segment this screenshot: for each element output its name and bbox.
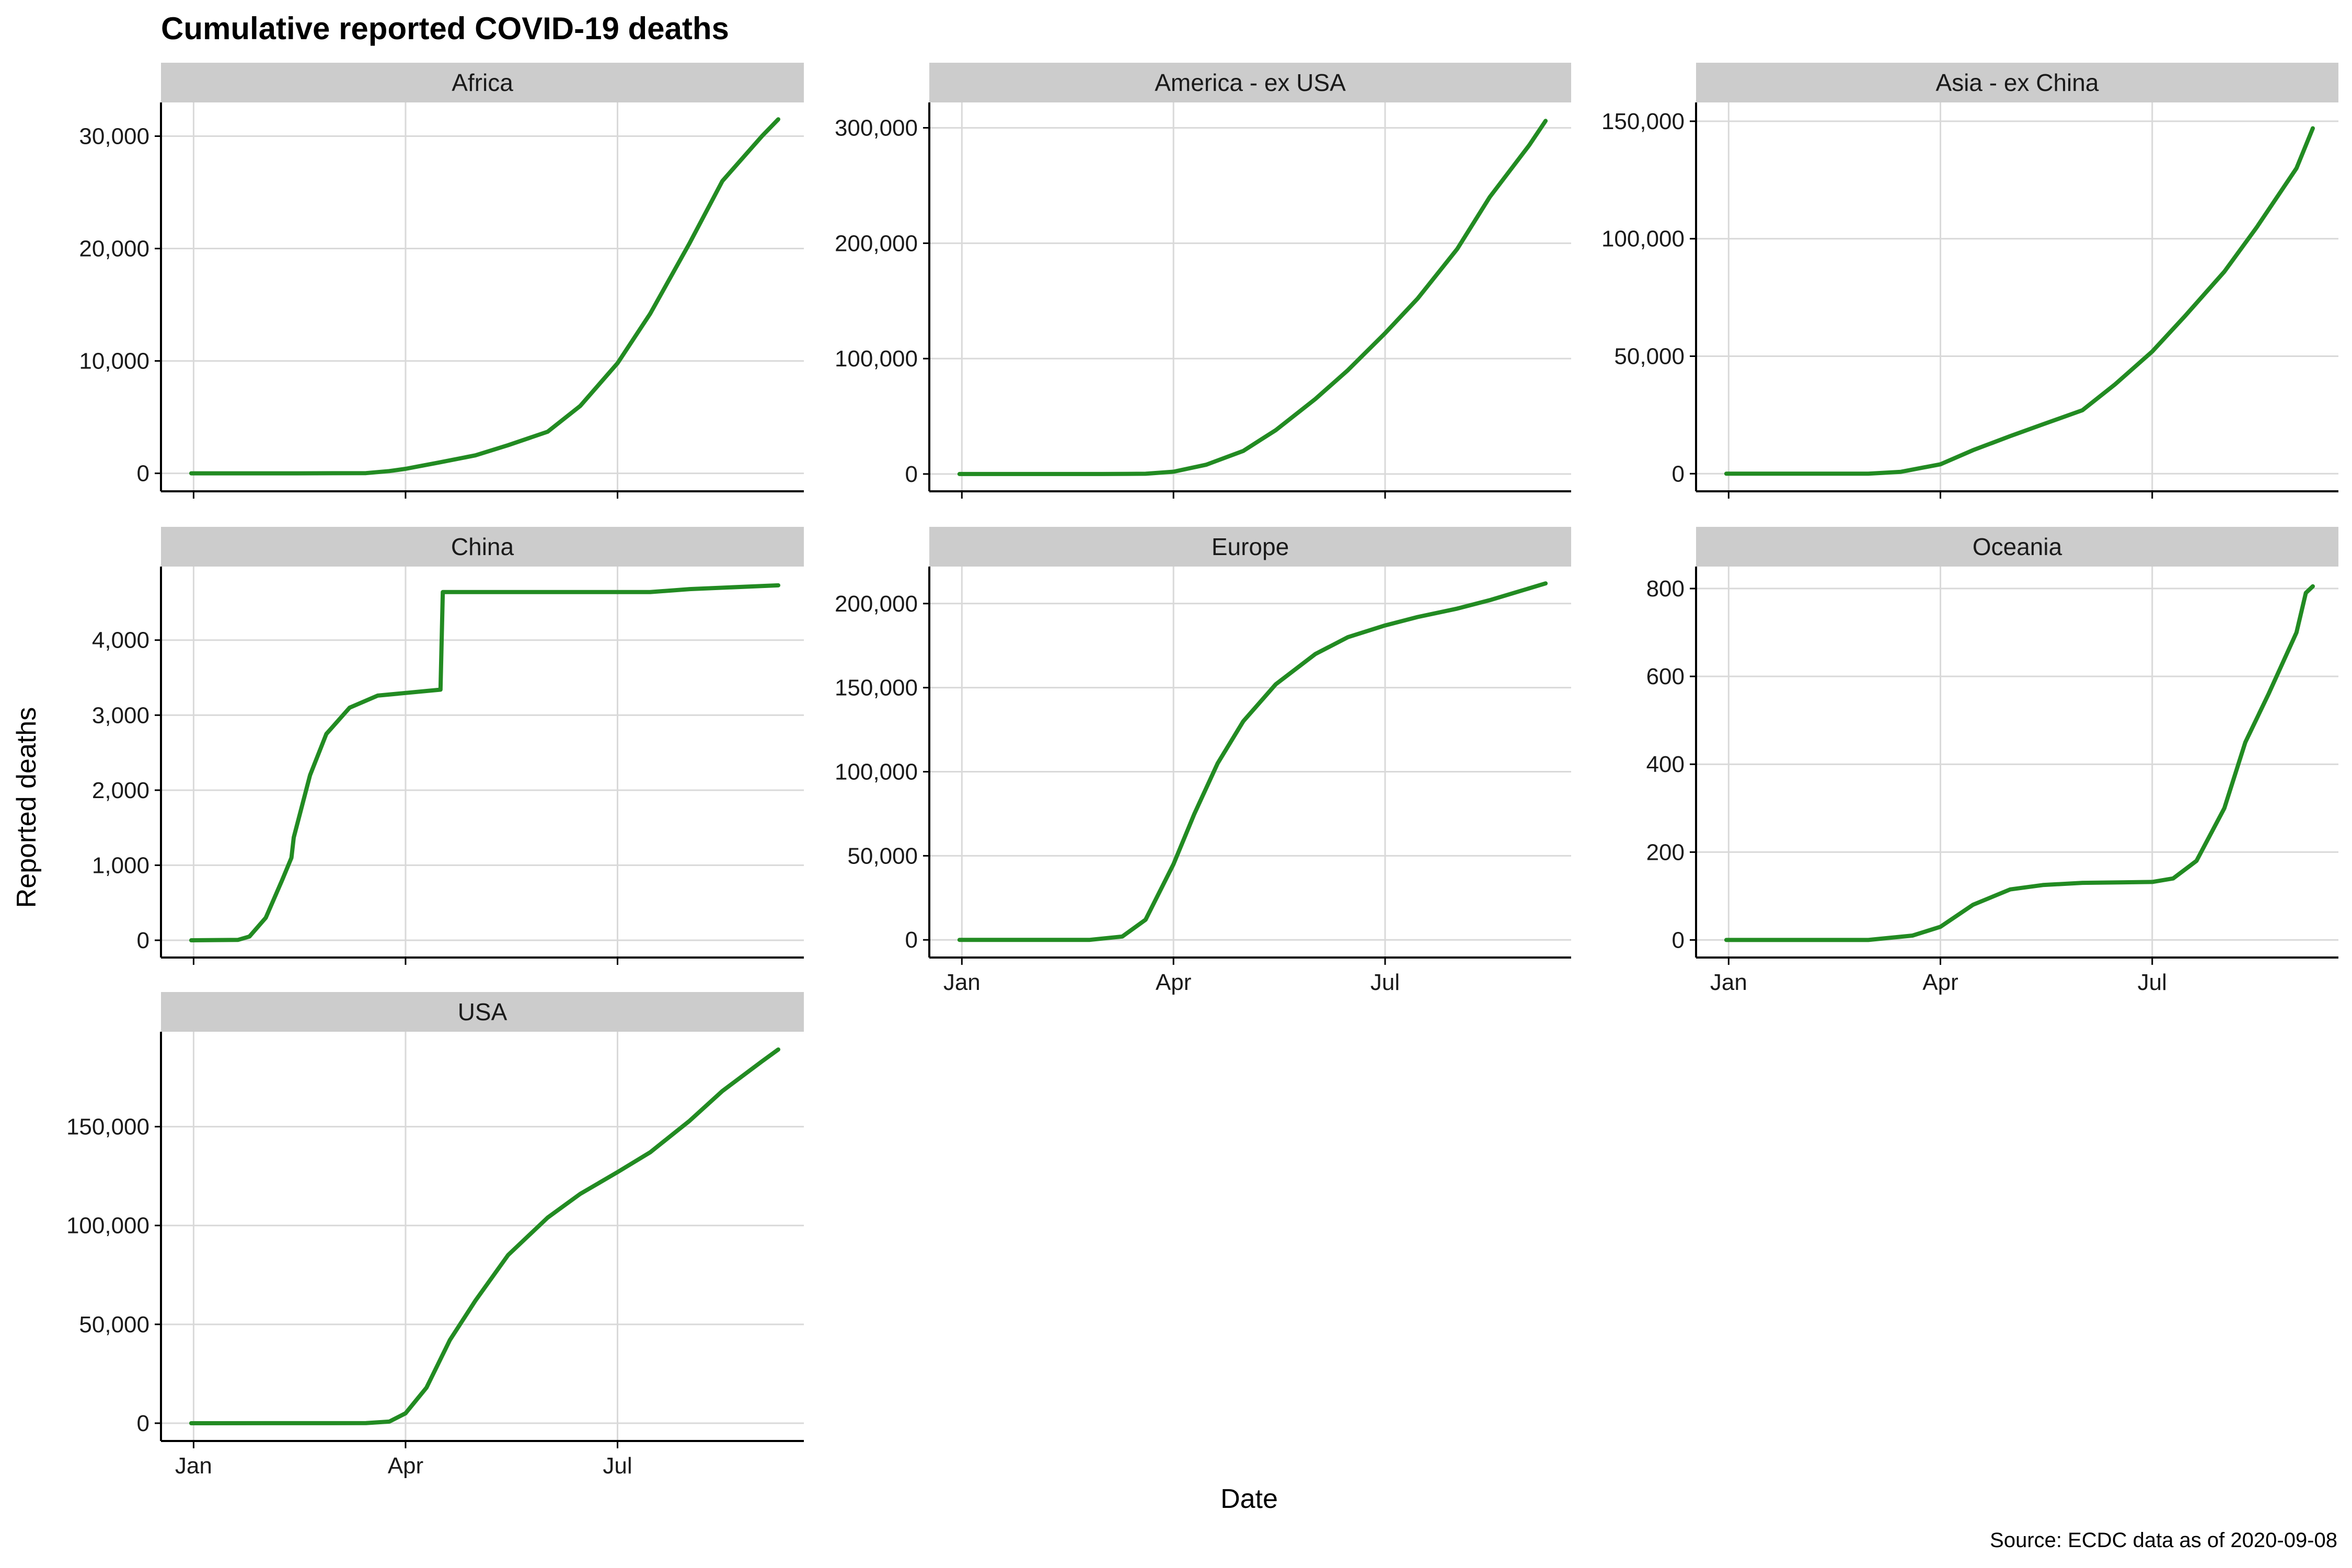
x-axis-title: Date [1220,1484,1278,1514]
panel-asia-ex-china: Asia - ex China 0 50,000 100,000 150,000 [1601,63,2338,499]
series-line-america-ex-usa [957,119,1548,476]
y-tick-label: 300,000 [835,116,918,141]
y-tick-label: 0 [137,1411,149,1436]
series-line-usa [189,1047,780,1425]
facet-strip-label: Africa [452,69,513,96]
y-tick-label: 0 [1672,927,1685,953]
y-tick-label: 20,000 [79,236,149,262]
facet-strip [929,527,1571,567]
facet-strip-label: Oceania [1973,533,2062,560]
panel-usa: USA 0 50,000 100,000 150,000 Jan Apr Jul [66,992,804,1479]
y-tick-label: 30,000 [79,124,149,149]
y-tick-label: 3,000 [92,702,149,728]
y-tick-label: 100,000 [66,1213,149,1239]
series-line-china [189,583,780,942]
y-tick-label: 1,000 [92,852,149,878]
y-tick-label: 600 [1646,664,1685,689]
series-line-africa [189,117,780,476]
y-tick-label: 100,000 [1601,226,1685,252]
facet-strip-label: China [451,533,514,560]
x-tick-label: Jul [603,1453,632,1479]
facet-panels: Africa 0 10,000 20,000 30,000 America - ex US… [66,63,2338,1479]
y-axis-title: Reported deaths [11,707,42,908]
x-tick-label: Jan [943,970,981,995]
panel-america-ex-usa: America - ex USA 0 100,000 200,000 300,000 [835,63,1571,499]
panel-china: China 0 1,000 2,000 3,000 4,000 [92,527,804,965]
facet-strip-label: Asia - ex China [1936,69,2099,96]
x-tick-label: Apr [388,1453,423,1479]
y-tick-label: 150,000 [66,1114,149,1140]
y-tick-label: 10,000 [79,349,149,374]
y-tick-label: 4,000 [92,628,149,653]
y-tick-label: 0 [137,928,149,953]
y-tick-label: 50,000 [847,843,918,869]
series-line-oceania [1724,584,2315,942]
panel-oceania: Oceania 0 200 400 600 800 Jan Apr Jul [1646,527,2338,995]
y-tick-label: 200 [1646,839,1685,865]
y-tick-label: 2,000 [92,778,149,803]
chart-title: Cumulative reported COVID-19 deaths [161,11,729,46]
facet-strip [1696,63,2338,102]
x-tick-label: Apr [1922,970,1958,995]
facet-strip [161,63,804,102]
x-tick-label: Jul [1370,970,1400,995]
series-line-europe [957,581,1548,942]
panel-africa: Africa 0 10,000 20,000 30,000 [79,63,804,499]
facet-strip [161,992,804,1032]
y-tick-label: 100,000 [835,759,918,785]
panel-europe: Europe 0 50,000 100,000 150,000 200,000 Jan Apr… [835,527,1571,995]
x-tick-label: Jul [2138,970,2167,995]
y-tick-label: 150,000 [1601,109,1685,134]
source-caption: Source: ECDC data as of 2020-09-08 [1990,1529,2337,1552]
x-tick-label: Jan [175,1453,212,1479]
facet-strip [929,63,1571,102]
y-tick-label: 0 [137,461,149,487]
y-tick-label: 50,000 [1614,344,1685,370]
y-tick-label: 100,000 [835,346,918,372]
y-tick-label: 200,000 [835,230,918,256]
y-tick-label: 200,000 [835,591,918,617]
x-tick-label: Jan [1710,970,1747,995]
facet-strip-label: America - ex USA [1155,69,1346,96]
y-tick-label: 400 [1646,752,1685,777]
x-tick-label: Apr [1156,970,1191,995]
y-tick-label: 0 [905,462,918,487]
y-tick-label: 0 [905,927,918,953]
y-tick-label: 0 [1672,461,1685,487]
y-tick-label: 50,000 [79,1312,149,1338]
facet-strip [161,527,804,567]
facet-strip-label: Europe [1212,533,1289,560]
facet-strip [1696,527,2338,567]
y-tick-label: 150,000 [835,675,918,701]
y-tick-label: 800 [1646,576,1685,602]
facet-strip-label: USA [458,998,508,1025]
series-line-asia-ex-china [1724,126,2315,476]
